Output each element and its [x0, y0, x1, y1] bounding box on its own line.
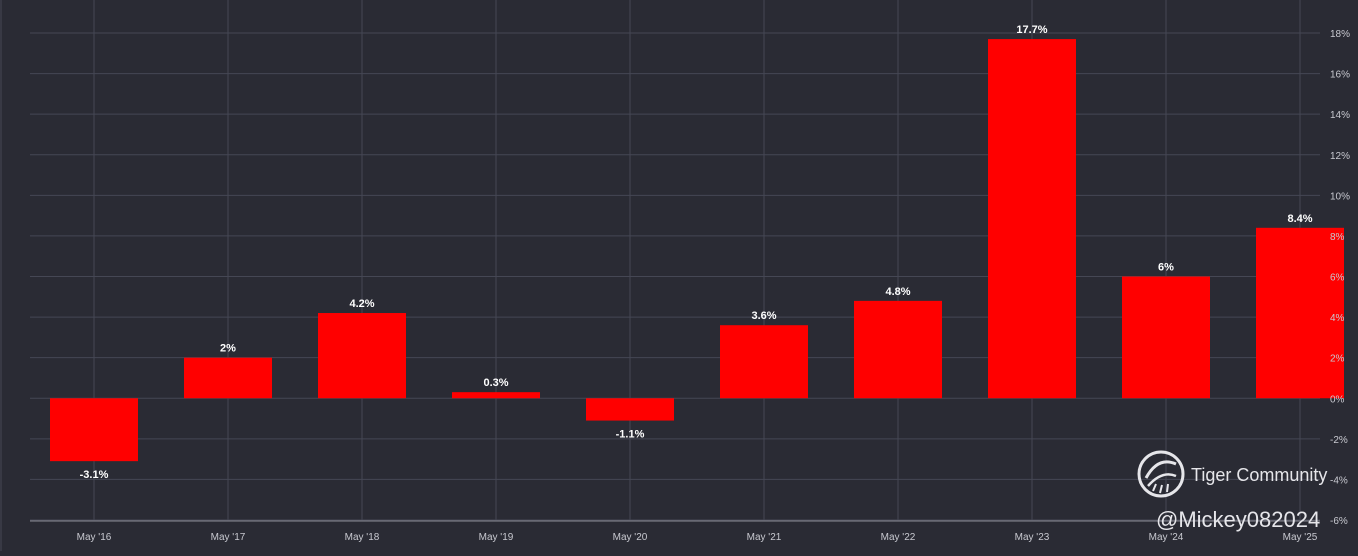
- y-tick-label: -6%: [1330, 516, 1348, 527]
- watermark-brand: Tiger Community: [1191, 465, 1327, 485]
- bar: [720, 325, 808, 399]
- x-tick-label: May '20: [613, 532, 648, 543]
- data-label: 8.4%: [1287, 213, 1312, 225]
- y-tick-label: -2%: [1330, 435, 1348, 446]
- data-labels: -3.1% 2% 4.2% 0.3% -1.1% 3.6% 4.8% 17.7% 6% 8.4%: [80, 24, 1313, 481]
- y-tick-label: 2%: [1330, 354, 1345, 365]
- x-tick-label: May '23: [1015, 532, 1050, 543]
- bar: [1256, 227, 1344, 399]
- y-tick-label: 6%: [1330, 273, 1345, 284]
- bar: [50, 398, 138, 462]
- y-tick-label: 8%: [1330, 232, 1345, 243]
- bars: [50, 39, 1344, 462]
- bar: [988, 39, 1076, 399]
- y-tick-label: 0%: [1330, 394, 1345, 405]
- data-label: 3.6%: [751, 310, 776, 322]
- y-tick-label: 4%: [1330, 313, 1345, 324]
- watermark-handle: @Mickey082024: [1156, 507, 1320, 532]
- x-tick-label: May '25: [1283, 532, 1318, 543]
- x-tick-label: May '18: [345, 532, 380, 543]
- x-tick-label: May '17: [211, 532, 246, 543]
- x-axis: May '16 May '17 May '18 May '19 May '20 May '…: [77, 532, 1318, 543]
- data-label: 0.3%: [483, 377, 508, 389]
- y-tick-label: 12%: [1330, 151, 1350, 162]
- y-tick-label: 14%: [1330, 110, 1350, 121]
- y-axis: -6% -4% -2% 0% 2% 4% 6% 8% 10% 12% 14% 16% 18%: [1330, 29, 1350, 527]
- data-label: 17.7%: [1016, 24, 1047, 36]
- data-label: 2%: [220, 343, 236, 355]
- bar: [854, 300, 942, 399]
- x-tick-label: May '19: [479, 532, 514, 543]
- bar: [586, 398, 674, 421]
- watermark: Tiger Community @Mickey082024: [1137, 450, 1327, 532]
- bar: [1122, 276, 1210, 399]
- y-tick-label: 10%: [1330, 191, 1350, 202]
- x-tick-label: May '22: [881, 532, 916, 543]
- y-tick-label: -4%: [1330, 475, 1348, 486]
- data-label: -3.1%: [80, 469, 109, 481]
- x-tick-label: May '21: [747, 532, 782, 543]
- x-tick-label: May '16: [77, 532, 112, 543]
- y-tick-label: 16%: [1330, 70, 1350, 81]
- bar: [318, 313, 406, 399]
- data-label: -1.1%: [616, 429, 645, 441]
- data-label: 4.8%: [885, 286, 910, 298]
- data-label: 6%: [1158, 262, 1174, 274]
- data-label: 4.2%: [349, 298, 374, 310]
- bar: [452, 392, 540, 399]
- tiger-logo-icon: [1137, 450, 1185, 498]
- bar: [184, 357, 272, 399]
- x-tick-label: May '24: [1149, 532, 1184, 543]
- y-tick-label: 18%: [1330, 29, 1350, 40]
- grid: [0, 0, 1320, 551]
